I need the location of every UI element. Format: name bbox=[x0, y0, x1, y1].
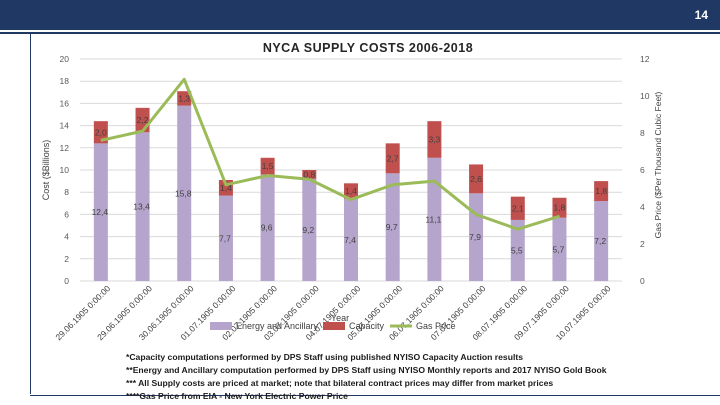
capacity-value-label: 1,4 bbox=[220, 183, 232, 193]
bar-energy bbox=[427, 157, 442, 281]
y2-tick-label: 10 bbox=[640, 91, 650, 101]
gas-price-line bbox=[100, 77, 560, 231]
bar-energy bbox=[510, 219, 525, 281]
energy-value-label: 12,4 bbox=[92, 207, 109, 217]
bar-energy bbox=[302, 178, 317, 281]
y-tick-label: 8 bbox=[64, 187, 69, 197]
header-divider bbox=[0, 32, 720, 34]
footnote-energy: **Energy and Ancillary computation perfo… bbox=[126, 365, 607, 375]
capacity-value-label: 2,1 bbox=[512, 203, 524, 213]
y-tick-label: 12 bbox=[60, 143, 70, 153]
energy-value-label: 5,7 bbox=[553, 244, 565, 254]
bar-energy bbox=[385, 173, 400, 281]
y2-tick-label: 0 bbox=[640, 276, 645, 286]
y2-tick-label: 4 bbox=[640, 202, 645, 212]
bar-energy bbox=[260, 174, 275, 281]
legend-swatch-energy bbox=[210, 322, 232, 330]
bar-capacity bbox=[469, 164, 484, 194]
bar-capacity bbox=[344, 183, 358, 199]
energy-value-label: 7,2 bbox=[594, 236, 606, 246]
bar-energy bbox=[594, 201, 609, 281]
footnote-gas-price: ****Gas Price from EIA - New York Electr… bbox=[126, 391, 348, 401]
y-tick-label: 0 bbox=[64, 276, 69, 286]
energy-value-label: 11,1 bbox=[425, 214, 441, 224]
bar-capacity bbox=[177, 91, 192, 106]
y2-tick-label: 2 bbox=[640, 239, 645, 249]
y2-tick-label: 6 bbox=[640, 165, 645, 175]
capacity-value-label: 0,8 bbox=[303, 169, 315, 179]
bar-energy bbox=[135, 132, 150, 281]
y-tick-label: 4 bbox=[64, 232, 69, 242]
energy-value-label: 9,2 bbox=[302, 225, 314, 235]
y-tick-label: 14 bbox=[60, 121, 70, 131]
x-axis-title: Year bbox=[331, 313, 349, 323]
footnotes: *Capacity computations performed by DPS … bbox=[126, 351, 706, 403]
capacity-value-label: 1,3 bbox=[178, 93, 190, 103]
capacity-value-label: 3,3 bbox=[428, 134, 440, 144]
energy-value-label: 13,4 bbox=[133, 202, 150, 212]
capacity-value-label: 1,5 bbox=[262, 161, 274, 171]
legend-swatch-capacity bbox=[323, 322, 345, 330]
capacity-value-label: 2,2 bbox=[137, 115, 149, 125]
capacity-value-label: 2,0 bbox=[95, 127, 107, 137]
y-axis-title: Cost ($Billions) bbox=[41, 140, 51, 201]
bar-capacity bbox=[385, 143, 400, 174]
capacity-value-label: 2,6 bbox=[470, 174, 482, 184]
bar-capacity bbox=[510, 196, 525, 220]
y-tick-label: 18 bbox=[60, 76, 70, 86]
slide-number: 14 bbox=[694, 8, 708, 22]
energy-value-label: 9,7 bbox=[386, 222, 398, 232]
header-bar: 14 bbox=[0, 0, 720, 30]
bar-energy bbox=[552, 217, 567, 281]
bottom-border bbox=[30, 395, 720, 396]
bar-energy bbox=[218, 195, 233, 281]
bar-energy bbox=[93, 143, 108, 281]
energy-value-label: 15,8 bbox=[175, 188, 192, 198]
capacity-value-label: 1,8 bbox=[554, 203, 566, 213]
footnote-pricing: *** All Supply costs are priced at marke… bbox=[126, 378, 554, 388]
left-border bbox=[30, 34, 31, 394]
bar-capacity bbox=[552, 197, 567, 218]
energy-value-label: 7,9 bbox=[469, 232, 481, 242]
energy-value-label: 7,7 bbox=[219, 233, 231, 243]
y-tick-label: 20 bbox=[60, 54, 70, 64]
bar-capacity bbox=[427, 121, 442, 158]
energy-value-label: 5,5 bbox=[511, 245, 523, 255]
bar-energy bbox=[177, 105, 192, 282]
capacity-value-label: 1,4 bbox=[345, 186, 357, 196]
y-tick-label: 10 bbox=[60, 165, 70, 175]
legend-label-energy: Energy and Ancillary bbox=[236, 321, 319, 331]
bar-capacity bbox=[93, 121, 108, 144]
y-tick-label: 6 bbox=[64, 209, 69, 219]
y2-tick-label: 12 bbox=[640, 54, 650, 64]
capacity-value-label: 2,7 bbox=[387, 153, 399, 163]
bar-energy bbox=[344, 198, 358, 281]
y-tick-label: 2 bbox=[64, 254, 69, 264]
bar-capacity bbox=[260, 157, 275, 175]
energy-value-label: 9,6 bbox=[261, 223, 273, 233]
chart-title: NYCA SUPPLY COSTS 2006-2018 bbox=[263, 41, 473, 55]
legend-label-capacity: Capacity bbox=[349, 321, 385, 331]
bar-capacity bbox=[594, 181, 609, 202]
footnote-capacity: *Capacity computations performed by DPS … bbox=[126, 352, 523, 362]
y-tick-label: 16 bbox=[60, 98, 70, 108]
legend-label-gas: Gas Price bbox=[416, 321, 456, 331]
y2-tick-label: 8 bbox=[640, 128, 645, 138]
y2-axis-title: Gas Price ($Per Thousand Cubic Feet) bbox=[653, 91, 663, 238]
capacity-value-label: 1,8 bbox=[595, 186, 607, 196]
bar-capacity bbox=[302, 170, 317, 179]
energy-value-label: 7,4 bbox=[344, 235, 356, 245]
